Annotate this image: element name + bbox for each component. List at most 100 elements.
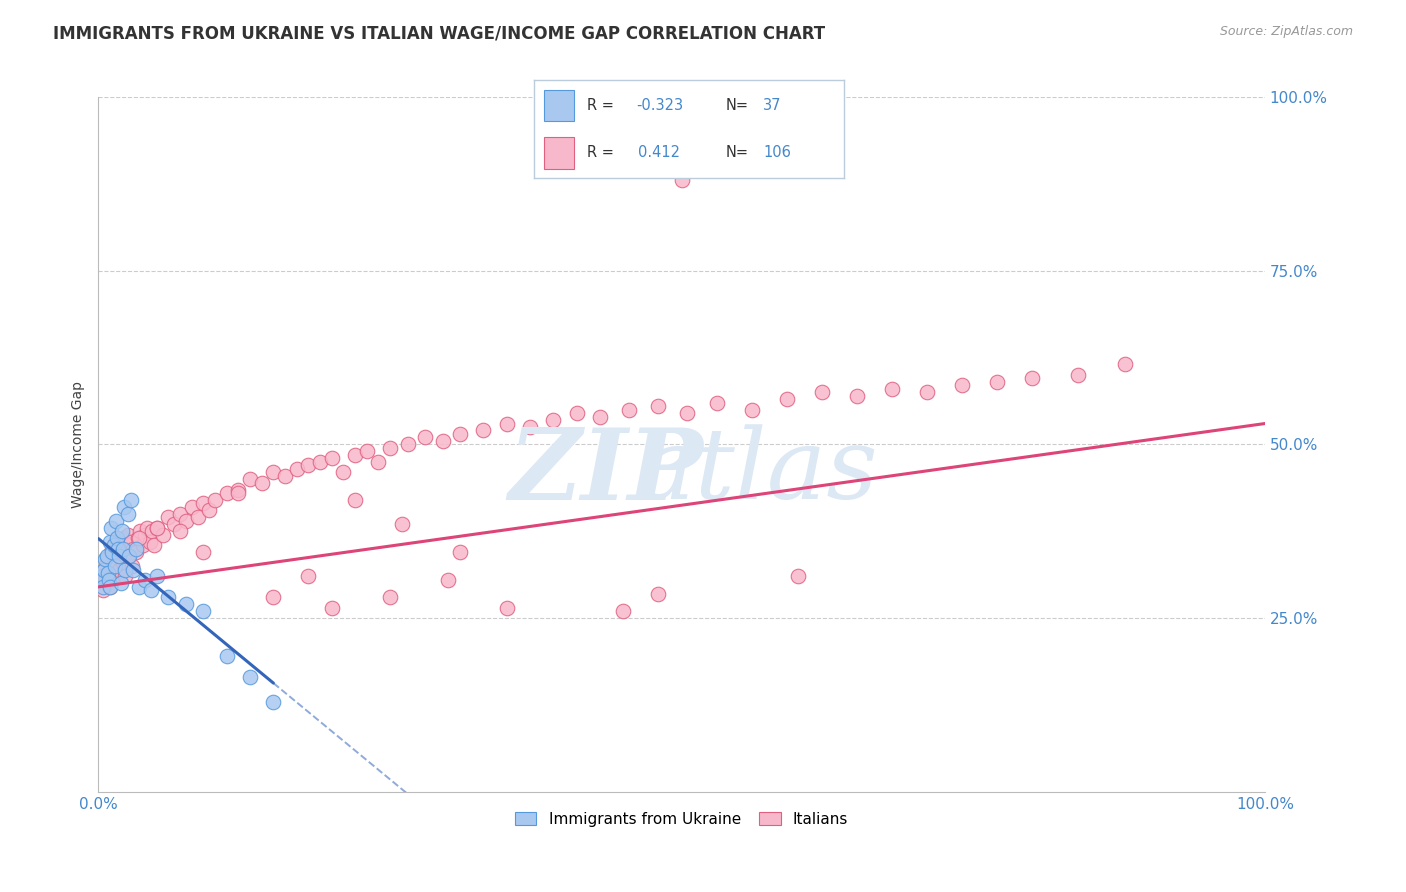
Point xyxy=(115,549,138,563)
Point xyxy=(332,465,354,479)
Point xyxy=(101,559,124,574)
Point xyxy=(647,399,669,413)
Point xyxy=(880,382,903,396)
Point xyxy=(104,514,127,528)
Point xyxy=(107,545,129,559)
Point xyxy=(129,524,152,539)
Point xyxy=(169,507,191,521)
Point xyxy=(775,392,797,407)
Point xyxy=(193,545,215,559)
Point xyxy=(321,600,343,615)
Point xyxy=(986,375,1008,389)
Point xyxy=(110,576,132,591)
Point xyxy=(108,549,131,563)
Point xyxy=(321,451,343,466)
Point xyxy=(111,524,134,539)
Point xyxy=(671,173,693,187)
Point xyxy=(163,517,186,532)
Point xyxy=(139,583,162,598)
Y-axis label: Wage/Income Gap: Wage/Income Gap xyxy=(72,381,86,508)
Text: 37: 37 xyxy=(763,98,782,113)
Text: R =: R = xyxy=(586,98,614,113)
Point xyxy=(117,528,139,542)
Point xyxy=(98,580,121,594)
Point xyxy=(112,531,135,545)
Point xyxy=(97,576,120,591)
Point xyxy=(125,545,148,559)
Point xyxy=(121,559,143,574)
Point xyxy=(367,455,389,469)
Point xyxy=(103,538,125,552)
Point xyxy=(262,465,284,479)
Point xyxy=(98,580,121,594)
Point xyxy=(180,500,202,514)
Point xyxy=(100,545,122,559)
Point xyxy=(112,500,135,514)
Point xyxy=(344,448,367,462)
Point xyxy=(519,420,541,434)
Point xyxy=(94,573,117,587)
Point xyxy=(134,528,156,542)
Point xyxy=(117,507,139,521)
Point xyxy=(118,538,141,552)
Point xyxy=(128,531,150,545)
Point xyxy=(120,493,142,508)
Point xyxy=(110,549,132,563)
Point xyxy=(107,541,129,556)
Point xyxy=(495,417,517,431)
Point xyxy=(437,573,460,587)
Point xyxy=(344,493,367,508)
Text: N=: N= xyxy=(725,98,749,113)
Point xyxy=(472,424,495,438)
Point xyxy=(449,427,471,442)
Legend: Immigrants from Ukraine, Italians: Immigrants from Ukraine, Italians xyxy=(509,805,855,833)
Point xyxy=(297,569,319,583)
Point xyxy=(97,573,120,587)
Point xyxy=(169,524,191,539)
Point xyxy=(228,486,250,500)
Point xyxy=(104,556,127,570)
Point xyxy=(198,503,221,517)
Point xyxy=(706,395,728,409)
Point xyxy=(114,569,136,583)
Point xyxy=(96,549,118,563)
Point xyxy=(132,538,155,552)
Point xyxy=(145,569,167,583)
Point xyxy=(105,531,128,545)
Text: ZIP: ZIP xyxy=(509,424,703,520)
Point xyxy=(647,587,669,601)
Point xyxy=(103,569,125,583)
Point xyxy=(101,545,124,559)
Point xyxy=(1067,368,1090,382)
Point xyxy=(396,437,419,451)
Point xyxy=(617,402,640,417)
Point xyxy=(96,552,118,566)
Point xyxy=(215,649,238,664)
Text: -0.323: -0.323 xyxy=(637,98,683,113)
Point xyxy=(204,493,226,508)
Point xyxy=(128,580,150,594)
Point xyxy=(378,441,401,455)
Text: IMMIGRANTS FROM UKRAINE VS ITALIAN WAGE/INCOME GAP CORRELATION CHART: IMMIGRANTS FROM UKRAINE VS ITALIAN WAGE/… xyxy=(53,25,825,43)
Point xyxy=(274,468,297,483)
Point xyxy=(143,538,166,552)
Point xyxy=(285,461,308,475)
Point xyxy=(91,583,114,598)
Point xyxy=(100,521,122,535)
Point xyxy=(157,510,180,524)
Point xyxy=(565,406,588,420)
Point xyxy=(145,521,167,535)
Text: atlas: atlas xyxy=(636,425,879,520)
Point xyxy=(145,521,167,535)
Point xyxy=(118,549,141,563)
Point xyxy=(193,496,215,510)
Point xyxy=(174,597,197,611)
Point xyxy=(391,517,413,532)
Point xyxy=(117,549,139,563)
Bar xyxy=(544,90,575,121)
Point xyxy=(90,569,112,583)
Point xyxy=(262,695,284,709)
Point xyxy=(104,541,127,556)
Point xyxy=(589,409,612,424)
Text: N=: N= xyxy=(725,145,749,161)
